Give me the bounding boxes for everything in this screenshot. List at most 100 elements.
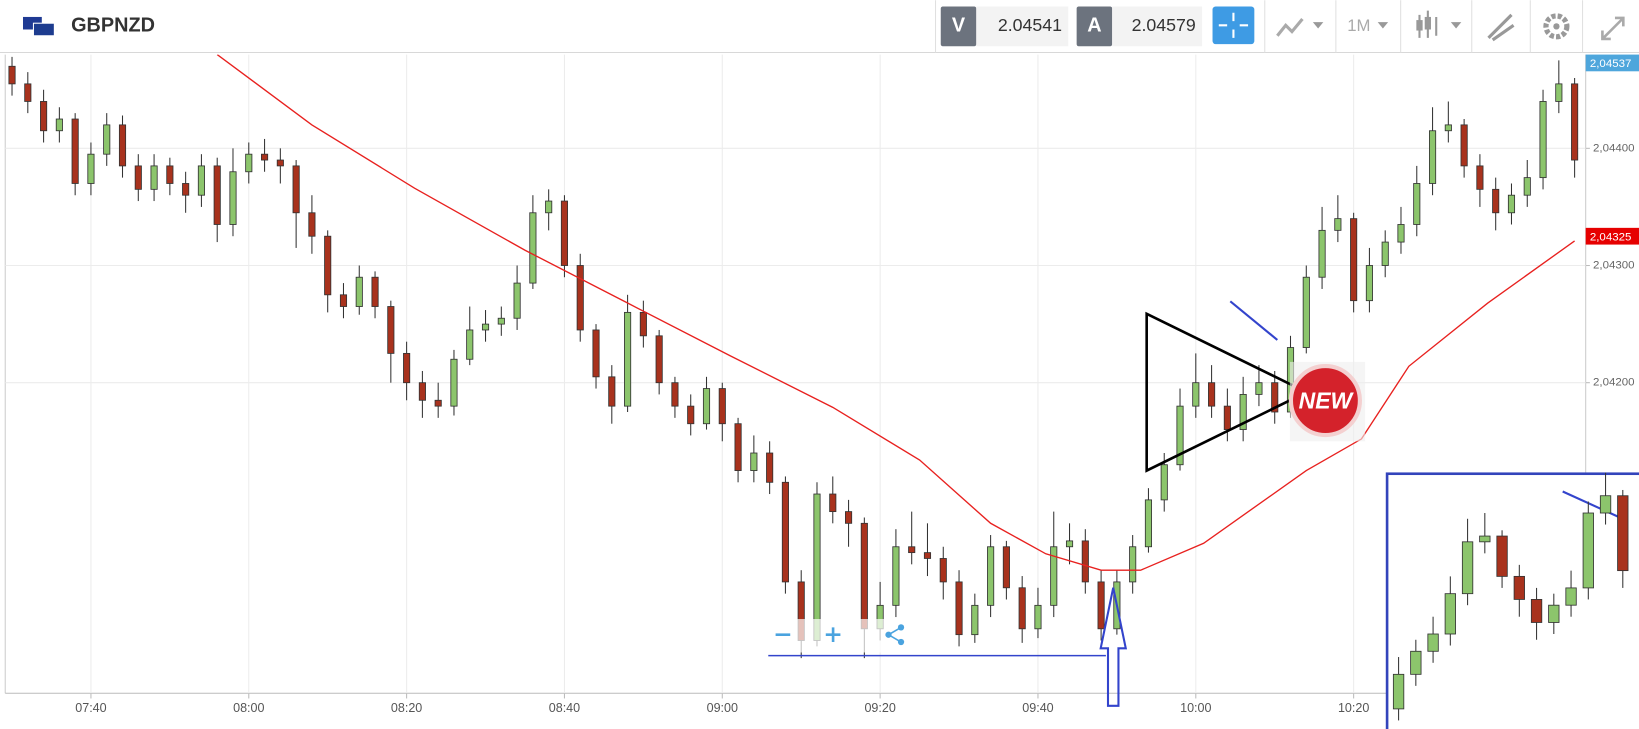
candle-body	[750, 452, 758, 472]
candle-body	[466, 329, 474, 360]
dropdown-caret[interactable]	[1312, 22, 1324, 29]
settings-icon[interactable]	[1543, 13, 1570, 40]
candle-body	[1176, 405, 1184, 466]
candle-body	[1381, 241, 1389, 266]
x-tick-label: 10:20	[1338, 701, 1369, 715]
candle-body	[1208, 382, 1216, 407]
candle-body	[860, 522, 868, 630]
x-tick-label: 09:20	[864, 701, 895, 715]
candle-body	[718, 388, 726, 425]
candle-body	[1081, 540, 1089, 583]
candle-body	[1617, 495, 1629, 572]
candle-body	[671, 382, 679, 407]
candle-body	[87, 153, 95, 184]
bid-box[interactable]	[976, 6, 1069, 47]
draw-icon[interactable]	[1487, 13, 1515, 42]
candle-body	[908, 546, 916, 554]
candles-icon[interactable]	[1424, 16, 1431, 30]
candle-body	[355, 276, 363, 307]
bid-label[interactable]: V	[952, 15, 966, 37]
candle-body	[939, 558, 947, 583]
candle-body	[1479, 535, 1491, 543]
candle-body	[213, 165, 221, 225]
bid-label-box[interactable]	[940, 6, 977, 47]
candle-body	[166, 165, 174, 184]
candle-body	[1571, 83, 1579, 161]
chart-type-icon[interactable]	[1276, 18, 1304, 37]
candle-body	[276, 159, 284, 167]
candle-body	[1365, 265, 1373, 302]
moving-average	[216, 54, 1576, 571]
symbol: GBPNZD	[71, 15, 155, 37]
inset	[1385, 472, 1639, 729]
candle-body	[923, 552, 932, 559]
price-marker	[1585, 227, 1639, 245]
candle-body	[1492, 188, 1500, 214]
fullscreen-icon[interactable]	[1601, 16, 1625, 41]
candle-body	[71, 118, 79, 184]
ask-label[interactable]: A	[1087, 15, 1101, 37]
breakout-line	[1229, 300, 1278, 341]
price-marker	[1585, 54, 1639, 72]
x-tick-label: 09:40	[1022, 701, 1053, 715]
candle-body	[560, 200, 569, 266]
header: GBPNZD V 2.04541 A 2.04579 1M	[0, 0, 1639, 54]
ask-value[interactable]: 2.04579	[1132, 15, 1196, 35]
x-tick-label: 08:40	[549, 701, 580, 715]
candle-body	[608, 376, 616, 407]
candle-body	[576, 265, 584, 331]
candle-body	[987, 546, 995, 606]
price-marker-label: 2,04325	[1590, 231, 1632, 243]
axes: 2,04200 2,04300 2,04400 07:40 08:00 08:20 08:4…	[75, 54, 1639, 715]
candle-body	[371, 276, 379, 307]
candles-icon[interactable]	[1416, 20, 1423, 31]
candle-body	[1429, 130, 1437, 184]
candle-body	[1460, 124, 1468, 167]
share-lines[interactable]	[888, 626, 902, 643]
timeframe[interactable]: 1M	[1347, 16, 1370, 35]
candle-body	[1427, 633, 1439, 652]
candle-body	[1476, 165, 1484, 190]
x-tick-label: 09:00	[707, 701, 738, 715]
candle-body	[182, 183, 190, 196]
candle-body	[1097, 581, 1105, 630]
candle-body	[1050, 546, 1058, 606]
candle-body	[1334, 218, 1342, 231]
candle-body	[1582, 512, 1594, 589]
candle-body	[1548, 604, 1560, 623]
bid-value[interactable]: 2.04541	[998, 15, 1062, 35]
candle-body	[1523, 177, 1531, 196]
settings-icon[interactable]	[1553, 23, 1560, 30]
candle-body	[1271, 382, 1279, 413]
crosshair-button[interactable]	[1212, 6, 1255, 45]
dropdown-caret[interactable]	[1450, 22, 1462, 29]
candle-body	[434, 399, 442, 407]
candle-body	[1413, 183, 1421, 225]
candle-body	[1507, 194, 1516, 214]
header-bar	[0, 0, 1639, 53]
candle-body	[1192, 382, 1200, 407]
dropdown-caret[interactable]	[1377, 22, 1389, 29]
zoom-in[interactable]	[825, 627, 841, 643]
annotations: NEW	[763, 300, 1366, 707]
candle-body	[781, 481, 789, 583]
candle-body	[1461, 541, 1474, 595]
candle-body	[529, 212, 537, 284]
y-tick-label: 2,04400	[1593, 142, 1635, 154]
candle-body	[292, 165, 300, 214]
candle-body	[1302, 276, 1310, 348]
ask-box[interactable]	[1112, 6, 1203, 47]
candle-body	[892, 546, 900, 606]
candle-body	[1513, 575, 1525, 600]
candle-body	[1318, 229, 1326, 278]
ask-label-box[interactable]	[1076, 6, 1113, 47]
y-tick-label: 2,04300	[1593, 260, 1635, 272]
candle-body	[1530, 599, 1543, 623]
candle-body	[624, 311, 632, 407]
candle-body	[8, 65, 16, 85]
candle-body	[1065, 540, 1074, 548]
candle-body	[1129, 546, 1137, 583]
share-icon[interactable]	[885, 624, 905, 646]
